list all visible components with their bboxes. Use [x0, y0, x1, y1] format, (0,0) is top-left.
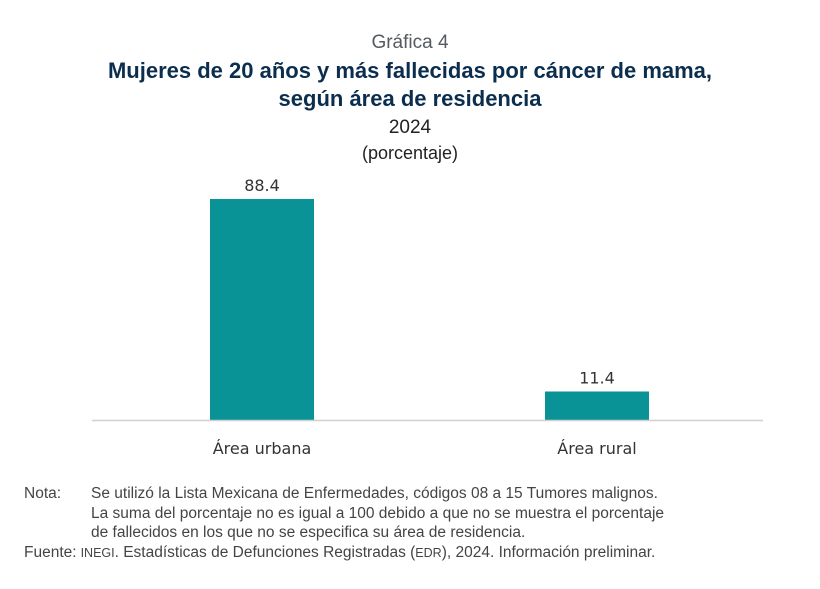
- bar-1: [545, 391, 649, 420]
- data-label-1: 11.4: [579, 369, 615, 388]
- note-row-2: La suma del porcentaje no es igual a 100…: [24, 504, 664, 524]
- bar-chart: 88.4 Área urbana 11.4 Área rural: [92, 176, 763, 458]
- source-org: INEGI: [80, 545, 115, 560]
- notes-section: Nota: Se utilizó la Lista Mexicana de En…: [24, 484, 664, 563]
- bar-0: [210, 199, 314, 420]
- source-text-2: ), 2024. Información preliminar.: [441, 543, 656, 561]
- data-label-0: 88.4: [244, 176, 280, 195]
- source-row: Fuente: INEGI. Estadísticas de Defuncion…: [24, 543, 664, 564]
- note-indent: [24, 523, 91, 543]
- source-label: Fuente:: [24, 543, 77, 561]
- note-row: Nota: Se utilizó la Lista Mexicana de En…: [24, 484, 664, 504]
- figure-number: Gráfica 4: [371, 32, 449, 53]
- note-label: Nota:: [24, 485, 62, 502]
- chart-title-line1: Mujeres de 20 años y más fallecidas por …: [107, 58, 713, 83]
- chart-title-line2: según área de residencia: [278, 86, 542, 111]
- x-tick-label-0: Área urbana: [213, 439, 312, 458]
- note-indent: [24, 504, 91, 524]
- note-row-3: de fallecidos en los que no se especific…: [24, 523, 664, 543]
- chart-year: 2024: [388, 117, 432, 138]
- x-tick-label-1: Área rural: [557, 439, 636, 458]
- note-text-line2: La suma del porcentaje no es igual a 100…: [91, 504, 665, 522]
- source-text-1: . Estadísticas de Defunciones Registrada…: [114, 543, 416, 561]
- source-abbr: EDR: [415, 545, 442, 560]
- note-text-line3: de fallecidos en los que no se especific…: [91, 524, 526, 541]
- chart-unit: (porcentaje): [361, 143, 459, 163]
- note-text-line1: Se utilizó la Lista Mexicana de Enfermed…: [91, 485, 658, 502]
